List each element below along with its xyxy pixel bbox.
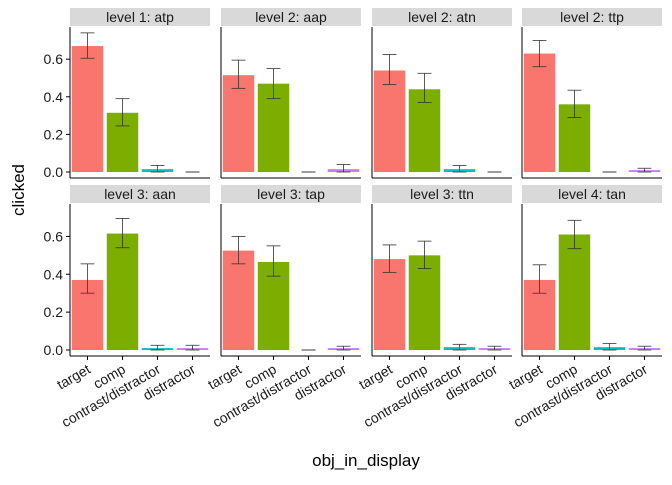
facet-panel: level 3: aan0.00.20.40.6targetcompcontra…: [44, 185, 210, 430]
y-tick-label: 0.0: [44, 342, 64, 358]
facet-panel: level 4: tantargetcompcontrast/distracto…: [506, 185, 662, 430]
bar-comp: [558, 234, 591, 350]
y-tick-label: 0.6: [44, 51, 64, 67]
bar-target: [222, 75, 255, 172]
bar-comp: [257, 261, 290, 350]
x-axis-title: obj_in_display: [312, 451, 420, 470]
facet-strip: [221, 185, 361, 203]
panels-layer: level 1: atp 0.0 0.2 0.4 0.6 level 2: aap leve…: [44, 8, 662, 430]
bar-target: [71, 46, 104, 172]
bar-comp: [408, 89, 441, 172]
facet-strip-label: level 2: ttp: [560, 9, 624, 25]
y-tick-label: 0.0: [44, 164, 64, 180]
facet-strip: [372, 185, 512, 203]
bar-target: [373, 70, 406, 172]
facet-strip-label: level 3: aan: [104, 186, 176, 202]
facet-strip: [372, 8, 512, 26]
facet-panel: level 3: ttntargetcompcontrast/distracto…: [356, 185, 512, 430]
bar-comp: [408, 255, 441, 350]
y-tick-label: 0.2: [44, 126, 64, 142]
y-axis-title: clicked: [9, 164, 28, 216]
bar-target: [523, 53, 556, 173]
x-tick-label: target: [506, 361, 545, 393]
y-tick-label: 0.2: [44, 304, 64, 320]
x-tick-label: target: [54, 361, 93, 393]
facet-strip: [70, 8, 210, 26]
facet-panel: level 2: atn: [371, 8, 512, 179]
facet-strip: [221, 8, 361, 26]
bar-target: [222, 250, 255, 350]
facet-strip: [522, 185, 662, 203]
facet-strip-label: level 1: atp: [106, 9, 174, 25]
bar-target: [373, 259, 406, 350]
x-tick-label: target: [205, 361, 244, 393]
facet-strip-label: level 2: aap: [255, 9, 327, 25]
facet-panel: level 3: taptargetcompcontrast/distracto…: [205, 185, 361, 430]
y-tick-label: 0.4: [44, 89, 64, 105]
facet-strip-label: level 4: tan: [558, 186, 626, 202]
facet-strip: [522, 8, 662, 26]
facet-panel: level 2: aap: [220, 8, 361, 179]
facet-strip-label: level 3: tap: [257, 186, 325, 202]
bar-comp: [106, 233, 139, 350]
x-tick-label: target: [356, 361, 395, 393]
y-tick-label: 0.6: [44, 228, 64, 244]
y-tick-label: 0.4: [44, 266, 64, 282]
facet-strip: [70, 185, 210, 203]
facet-strip-label: level 3: ttn: [410, 186, 474, 202]
facet-strip-label: level 2: atn: [408, 9, 476, 25]
facet-panel: level 1: atp 0.0 0.2 0.4 0.6: [44, 8, 210, 180]
facet-panel: level 2: ttp: [521, 8, 662, 179]
